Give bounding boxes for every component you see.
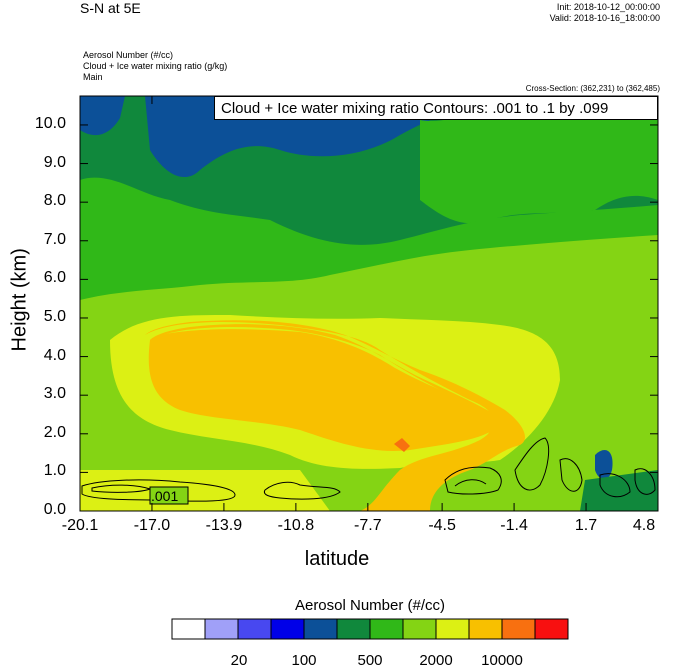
heatmap-field xyxy=(80,96,658,511)
colorbar-label: 10000 xyxy=(481,652,523,669)
time-info: Init: 2018-10-12_00:00:00 Valid: 2018-10… xyxy=(550,2,660,24)
colorbar-swatch xyxy=(468,618,503,640)
y-tick-label: 8.0 xyxy=(43,192,66,210)
subtitle-cloud: Cloud + Ice water mixing ratio (g/kg) xyxy=(83,61,228,71)
x-tick-label: -7.7 xyxy=(354,517,382,534)
x-tick-label: 4.8 xyxy=(632,517,656,534)
y-ticks xyxy=(80,124,658,512)
colorbar-swatch xyxy=(435,618,470,640)
colorbar-swatch xyxy=(171,618,206,640)
colorbar-swatch xyxy=(369,618,404,640)
y-axis-label: Height (km) xyxy=(8,248,31,352)
colorbar-label: 2000 xyxy=(419,652,453,669)
colorbar-swatch xyxy=(501,618,536,640)
colorbar-swatch xyxy=(237,618,272,640)
field-midgreen-right xyxy=(420,96,658,224)
field-orange-core xyxy=(148,329,495,451)
y-tick-label: 2.0 xyxy=(43,423,66,441)
colorbar-swatch xyxy=(402,618,437,640)
x-axis-label: latitude xyxy=(304,548,370,570)
y-tick-label: 10.0 xyxy=(34,114,66,132)
y-tick-label: 7.0 xyxy=(43,230,66,248)
valid-time: Valid: 2018-10-16_18:00:00 xyxy=(549,13,660,23)
x-tick-label: -10.8 xyxy=(277,517,315,534)
y-tick-label: 9.0 xyxy=(43,153,66,171)
y-tick-label: 3.0 xyxy=(43,385,66,403)
colorbar-swatch xyxy=(336,618,371,640)
y-tick-label: 5.0 xyxy=(43,307,66,325)
y-tick-label: 1.0 xyxy=(43,462,66,480)
colorbar-swatch xyxy=(303,618,338,640)
y-tick-label: 4.0 xyxy=(43,346,66,364)
y-tick-label: 6.0 xyxy=(43,269,66,287)
colorbar xyxy=(171,618,569,640)
colorbar-title: Aerosol Number (#/cc) xyxy=(294,597,446,614)
colorbar-label: 20 xyxy=(230,652,248,669)
subtitle-main: Main xyxy=(83,72,103,82)
colorbar-swatch xyxy=(270,618,305,640)
colorbar-label: 100 xyxy=(291,652,317,669)
x-tick-label: -13.9 xyxy=(205,517,243,534)
x-tick-label: -20.1 xyxy=(61,517,99,534)
field-bottom-left-yellow xyxy=(80,470,330,511)
contour-lines xyxy=(81,437,656,502)
contour-label-box xyxy=(149,486,189,505)
x-tick-label: -4.5 xyxy=(428,517,456,534)
colorbar-swatch xyxy=(204,618,239,640)
plot-title: S-N at 5E xyxy=(80,0,141,16)
contour-info-box: Cloud + Ice water mixing ratio Contours:… xyxy=(214,96,658,120)
y-tick-label: 0.0 xyxy=(43,501,66,518)
colorbar-label: 500 xyxy=(357,652,383,669)
field-orange xyxy=(150,324,518,511)
x-tick-label: -1.4 xyxy=(500,517,528,534)
colorbar-swatch xyxy=(534,618,569,640)
x-tick-label: -17.0 xyxy=(133,517,171,534)
init-time: Init: 2018-10-12_00:00:00 xyxy=(556,2,660,12)
field-red-spot xyxy=(394,438,410,452)
contour-label: .001 xyxy=(151,488,179,504)
x-tick-label: 1.7 xyxy=(574,517,598,534)
field-blue-bottom xyxy=(595,450,613,480)
subtitle-aerosol: Aerosol Number (#/cc) xyxy=(83,50,174,60)
cross-section-info: Cross-Section: (362,231) to (362,485) xyxy=(525,84,660,93)
field-blue-left xyxy=(80,96,125,136)
